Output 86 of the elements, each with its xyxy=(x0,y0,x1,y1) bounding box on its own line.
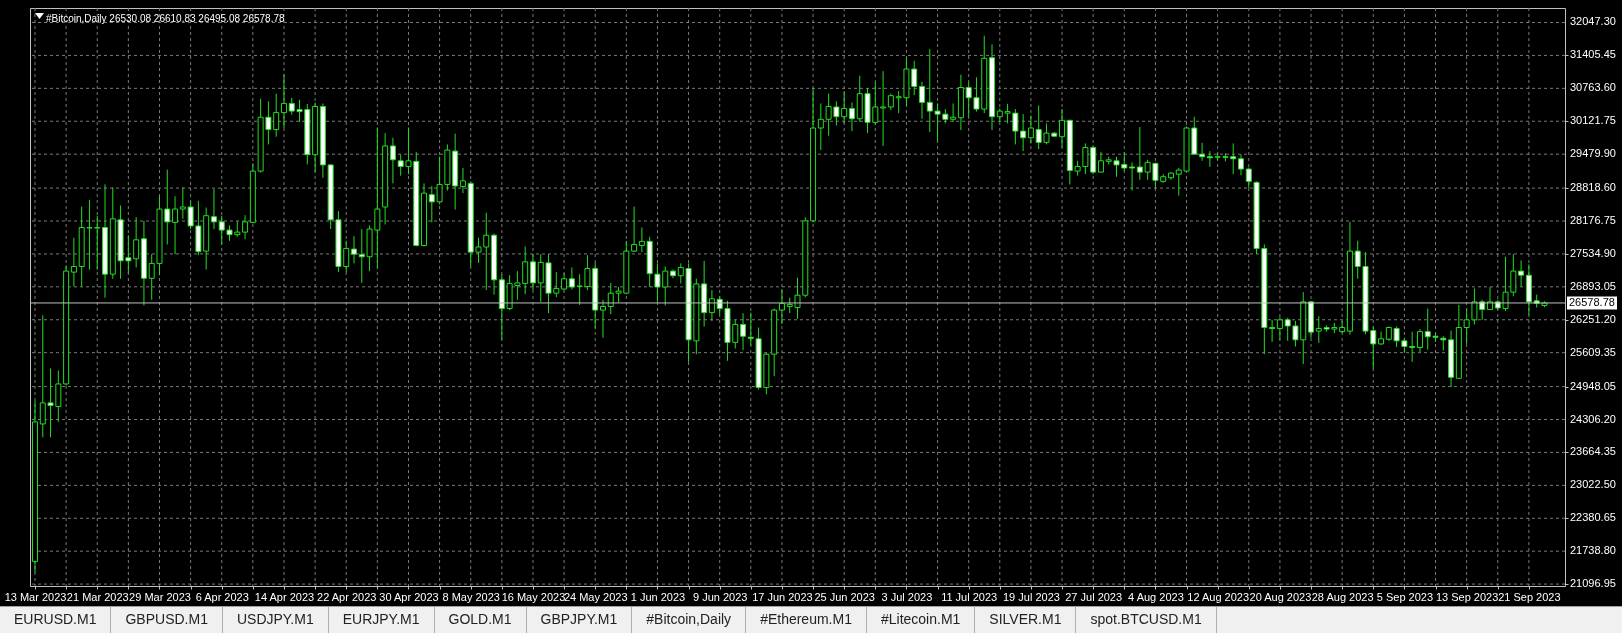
x-tick-label: 17 Jun 2023 xyxy=(752,590,813,603)
candlestick xyxy=(389,137,396,184)
x-tick-label: 29 Mar 2023 xyxy=(129,590,191,603)
candlestick xyxy=(599,299,606,339)
candlestick xyxy=(740,312,747,351)
y-tick-label: 24306.20 xyxy=(1570,412,1616,425)
candlestick xyxy=(848,101,855,132)
text: GBPJPY.M1 xyxy=(526,607,633,633)
text: USDJPY.M1 xyxy=(222,607,329,633)
y-tick-label: 21096.95 xyxy=(1570,577,1616,590)
candlestick xyxy=(1206,150,1213,168)
candlestick xyxy=(1129,161,1136,192)
candlestick xyxy=(1269,319,1276,343)
x-tick-label: 21 Sep 2023 xyxy=(1498,590,1561,603)
x-tick-label: 8 May 2023 xyxy=(442,590,500,603)
candlestick xyxy=(1199,142,1206,162)
x-tick-label: 22 Apr 2023 xyxy=(317,590,377,603)
candlestick xyxy=(172,195,179,255)
x-tick-label: 24 May 2023 xyxy=(563,590,628,603)
candlestick xyxy=(70,237,77,287)
y-tick-label: 28818.60 xyxy=(1570,181,1616,194)
candlestick xyxy=(1378,331,1385,346)
candlestick xyxy=(351,235,358,264)
candlestick xyxy=(280,73,287,129)
x-tick-label: 30 Apr 2023 xyxy=(379,590,439,603)
y-tick-label: 26251.20 xyxy=(1570,312,1616,325)
y-tick-label: 30763.60 xyxy=(1570,81,1616,94)
candlestick xyxy=(1027,115,1034,144)
candlestick xyxy=(1518,259,1525,287)
y-tick-label: 29479.90 xyxy=(1570,147,1616,160)
y-tick-label: 22380.65 xyxy=(1570,511,1616,524)
candlestick xyxy=(1059,108,1066,148)
x-tick-label: 3 Jul 2023 xyxy=(881,590,933,603)
x-tick-label: 5 Sep 2023 xyxy=(1376,590,1434,603)
y-tick-label: 23664.35 xyxy=(1570,445,1616,458)
candlestick xyxy=(918,81,925,120)
x-tick-label: 16 May 2023 xyxy=(501,590,566,603)
x-tick-label: 13 Sep 2023 xyxy=(1435,590,1499,603)
text: #Litecoin.M1 xyxy=(866,607,976,633)
x-tick-label: 28 Aug 2023 xyxy=(1311,590,1374,603)
x-tick-label: 14 Apr 2023 xyxy=(254,590,315,603)
x-tick-label: 20 Aug 2023 xyxy=(1249,590,1312,603)
y-tick-label: 28176.75 xyxy=(1570,214,1616,227)
text: #Ethereum.M1 xyxy=(746,607,867,633)
candlestick xyxy=(880,70,887,147)
candlestick xyxy=(210,188,217,230)
candlestick xyxy=(950,102,957,123)
candlestick xyxy=(638,227,645,253)
x-tick-label: 25 Jun 2023 xyxy=(814,590,875,603)
y-tick-label: 27534.90 xyxy=(1570,246,1616,259)
text: EURUSD.M1 xyxy=(0,607,112,633)
y-tick-label: 25609.35 xyxy=(1570,345,1616,358)
x-tick-label: 6 Apr 2023 xyxy=(195,590,249,603)
y-tick-label: 24948.05 xyxy=(1570,379,1616,392)
candlestick xyxy=(778,288,785,325)
candlestick xyxy=(459,167,466,194)
candlestick xyxy=(529,253,536,291)
x-tick-label: 9 Jun 2023 xyxy=(692,590,748,603)
x-tick-label: 19 Jul 2023 xyxy=(1002,590,1060,603)
text: #Bitcoin,Daily xyxy=(632,607,747,633)
y-tick-label: 31405.45 xyxy=(1570,48,1616,61)
x-tick-label: 11 Jul 2023 xyxy=(941,590,998,603)
x-tick-label: 1 Jun 2023 xyxy=(630,590,686,603)
candlestick xyxy=(1237,154,1244,176)
x-tick-label: 27 Jul 2023 xyxy=(1065,590,1123,603)
text: GBPUSD.M1 xyxy=(111,607,223,633)
text: EURJPY.M1 xyxy=(328,607,435,633)
candlestick xyxy=(242,214,249,240)
text: spot.BTCUSD.M1 xyxy=(1076,607,1217,633)
y-tick-label: 32047.30 xyxy=(1570,15,1616,28)
ref-line-label: 26578.78 xyxy=(1569,295,1615,308)
y-tick-label: 30121.75 xyxy=(1570,114,1616,127)
candlestick xyxy=(1097,151,1104,174)
x-tick-label: 12 Aug 2023 xyxy=(1187,590,1250,603)
chart-title: #Bitcoin,Daily 26530.08 26610.83 26495.08 26578.78 xyxy=(46,12,285,24)
candlestick xyxy=(631,205,638,253)
x-tick-label: 13 Mar 2023 xyxy=(4,590,67,603)
text: SILVER.M1 xyxy=(975,607,1077,633)
text: GOLD.M1 xyxy=(434,607,527,633)
candlestick xyxy=(1276,316,1283,341)
y-tick-label: 23022.50 xyxy=(1570,478,1616,491)
x-tick-label: 21 Mar 2023 xyxy=(66,590,129,603)
candlestick xyxy=(1416,328,1423,353)
x-tick-label: 4 Aug 2023 xyxy=(1128,590,1184,603)
y-tick-label: 26893.05 xyxy=(1570,279,1616,292)
y-tick-label: 21738.80 xyxy=(1570,544,1616,557)
